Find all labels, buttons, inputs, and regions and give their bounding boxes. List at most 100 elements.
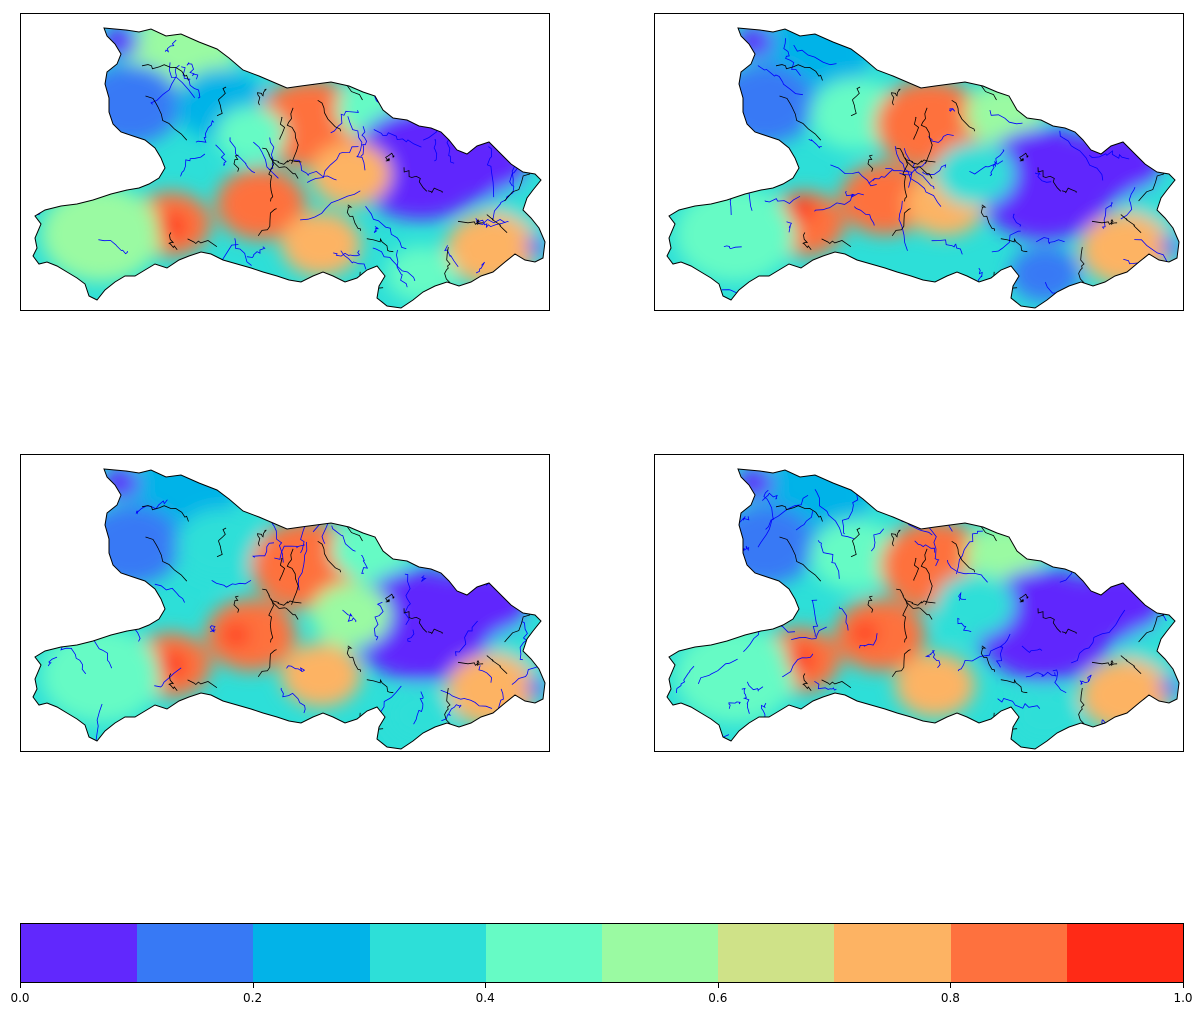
prefecture-boundary xyxy=(257,208,277,237)
prefecture-boundary xyxy=(187,238,218,248)
county-boundary xyxy=(989,149,1005,177)
county-boundary xyxy=(838,606,849,631)
prefecture-boundary xyxy=(802,232,812,250)
prefecture-boundary xyxy=(268,598,274,643)
county-boundary xyxy=(894,146,913,188)
county-boundary xyxy=(782,653,814,678)
county-boundary xyxy=(676,665,695,694)
prefecture-boundary xyxy=(262,147,299,179)
prefecture-boundary xyxy=(1091,219,1118,225)
county-boundary xyxy=(282,284,321,307)
prefecture-boundary xyxy=(187,679,218,689)
prefecture-boundary xyxy=(444,247,452,284)
value-region xyxy=(1080,659,1170,731)
prefecture-boundary xyxy=(483,120,507,137)
county-boundary xyxy=(1071,609,1126,664)
prefecture-boundary xyxy=(486,655,508,674)
value-region xyxy=(157,653,185,677)
county-boundary xyxy=(1160,86,1179,98)
county-boundary xyxy=(741,687,750,714)
county-boundary xyxy=(340,250,367,270)
county-boundary xyxy=(1156,731,1163,749)
county-boundary xyxy=(52,186,91,196)
county-boundary xyxy=(486,146,495,198)
value-region xyxy=(157,214,185,238)
county-boundary xyxy=(811,599,819,637)
prefecture-boundary xyxy=(168,232,178,250)
prefecture-boundary xyxy=(779,536,822,582)
province-outline xyxy=(32,27,546,309)
county-boundary xyxy=(1052,669,1067,694)
value-region xyxy=(224,625,248,645)
prefecture-boundary xyxy=(902,598,908,643)
prefecture-boundary xyxy=(385,152,395,162)
county-boundary xyxy=(764,195,801,204)
county-boundary xyxy=(675,538,687,592)
value-region xyxy=(216,106,286,162)
county-boundary xyxy=(209,625,216,633)
prefecture-boundary xyxy=(913,116,920,140)
county-boundary xyxy=(814,489,855,540)
county-boundary xyxy=(75,500,93,508)
county-boundary xyxy=(723,245,742,250)
prefecture-boundary xyxy=(286,548,299,605)
county-boundary xyxy=(246,246,266,258)
county-boundary xyxy=(503,90,514,119)
county-boundary xyxy=(797,282,814,308)
county-boundary xyxy=(192,277,208,290)
prefecture-boundary xyxy=(233,595,240,613)
value-region xyxy=(311,142,391,206)
county-boundary xyxy=(1158,203,1171,213)
county-boundary xyxy=(1088,530,1128,542)
map-panel-bottom-right xyxy=(654,454,1184,752)
prefecture-boundary xyxy=(913,557,920,581)
county-boundary xyxy=(990,491,1011,517)
county-boundary xyxy=(689,170,728,197)
county-boundary xyxy=(688,528,703,570)
prefecture-boundary xyxy=(346,645,361,672)
value-region xyxy=(840,163,930,235)
prefecture-boundary xyxy=(906,600,936,606)
county-boundary xyxy=(1101,201,1113,229)
colorbar-tick xyxy=(20,983,21,988)
county-boundary xyxy=(333,250,361,257)
map-panel-top-right xyxy=(654,13,1184,311)
province-map xyxy=(666,27,1180,309)
county-boundary xyxy=(793,44,837,66)
county-boundary xyxy=(297,541,308,591)
county-boundary xyxy=(814,680,837,691)
prefecture-boundary xyxy=(286,107,299,164)
prefecture-boundary xyxy=(1091,660,1118,666)
county-boundary xyxy=(720,520,740,528)
prefecture-boundary xyxy=(906,159,936,165)
value-region xyxy=(526,238,545,254)
county-boundary xyxy=(757,65,803,96)
prefecture-boundary xyxy=(366,678,394,694)
prefecture-boundary xyxy=(272,600,302,606)
colorbar-segment xyxy=(253,924,370,982)
county-boundary xyxy=(757,494,809,548)
county-boundary xyxy=(195,120,215,143)
value-region xyxy=(1160,238,1179,254)
county-boundary xyxy=(44,97,53,125)
prefecture-boundary xyxy=(1078,688,1086,725)
county-boundary xyxy=(1120,187,1136,220)
county-boundary xyxy=(59,477,78,510)
prefecture-boundary xyxy=(850,527,861,558)
province-map xyxy=(666,468,1180,750)
county-boundary xyxy=(280,687,306,714)
colorbar-tick xyxy=(717,983,719,988)
county-boundary xyxy=(772,147,787,172)
prefecture-boundary xyxy=(317,540,342,573)
colorbar-segment xyxy=(718,924,835,982)
county-boundary xyxy=(762,492,778,501)
value-field xyxy=(667,28,1179,308)
county-boundary xyxy=(1134,239,1179,291)
colorbar-segment xyxy=(369,924,486,982)
county-boundary xyxy=(763,489,774,530)
county-boundary xyxy=(795,511,813,531)
prefecture-boundary xyxy=(891,529,901,547)
prefecture-boundary xyxy=(867,154,874,172)
prefecture-boundary xyxy=(896,588,933,620)
county-boundary xyxy=(989,49,1035,68)
